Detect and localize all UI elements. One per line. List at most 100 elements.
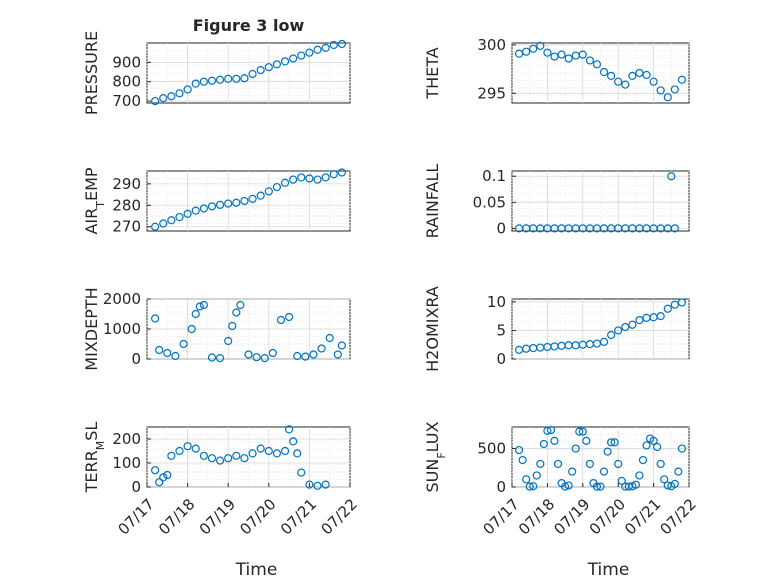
- data-point: [236, 300, 245, 310]
- data-point: [529, 482, 538, 491]
- data-point: [175, 446, 184, 456]
- y-tick-label: 270: [112, 218, 141, 236]
- data-point: [578, 50, 587, 59]
- data-point: [256, 444, 265, 453]
- data-point: [215, 200, 225, 209]
- data-point: [638, 455, 648, 465]
- data-point: [557, 50, 566, 59]
- y-axis-label: MIXDEPTH: [82, 287, 101, 370]
- data-point: [582, 436, 591, 445]
- data-point: [585, 56, 594, 65]
- y-axis-label: AIRTEMP: [82, 167, 107, 234]
- data-point: [293, 351, 302, 361]
- data-point: [635, 316, 644, 325]
- data-point: [628, 320, 637, 329]
- data-point: [635, 471, 644, 480]
- data-point: [285, 425, 294, 434]
- data-point: [297, 51, 306, 60]
- data-point: [159, 473, 168, 482]
- data-point: [248, 449, 257, 458]
- data-point: [670, 224, 679, 233]
- data-point: [151, 96, 160, 106]
- data-point: [337, 341, 346, 350]
- data-point: [536, 41, 545, 51]
- data-point: [309, 350, 318, 359]
- y-tick-label: 295: [477, 84, 506, 102]
- data-point: [674, 467, 683, 476]
- x-tick-label: 07/22: [657, 495, 700, 538]
- data-point: [628, 71, 637, 81]
- data-point: [592, 60, 602, 69]
- data-point: [599, 467, 609, 476]
- x-tick-label: 07/21: [621, 495, 664, 538]
- data-point: [280, 178, 290, 187]
- x-tick-label: 07/18: [155, 495, 198, 538]
- data-point: [317, 344, 326, 353]
- data-point: [248, 69, 257, 79]
- data-point: [560, 482, 570, 491]
- data-point: [305, 174, 314, 183]
- data-point: [256, 191, 265, 200]
- data-point: [232, 198, 241, 207]
- data-point: [207, 76, 217, 85]
- data-point: [514, 445, 524, 455]
- data-point: [224, 336, 233, 346]
- data-point: [272, 60, 282, 69]
- data-point: [578, 427, 587, 436]
- data-point: [151, 466, 160, 475]
- data-point: [240, 454, 249, 463]
- data-point: [607, 438, 616, 447]
- data-point: [207, 353, 217, 362]
- data-point: [301, 352, 310, 361]
- y-tick-label: 900: [112, 53, 141, 71]
- data-point: [289, 54, 298, 63]
- data-point: [163, 470, 172, 480]
- data-point: [232, 308, 241, 317]
- data-point: [155, 478, 164, 487]
- data-point: [289, 437, 298, 446]
- chart-title: Figure 3 low: [193, 16, 305, 35]
- x-axis-label: Time: [587, 560, 630, 580]
- data-point: [660, 475, 669, 484]
- data-point: [553, 459, 563, 469]
- data-point: [264, 446, 273, 456]
- data-point: [536, 459, 545, 469]
- data-point: [670, 300, 679, 309]
- data-point: [313, 45, 322, 54]
- data-point: [677, 298, 687, 307]
- data-point: [191, 444, 200, 453]
- data-point: [649, 77, 658, 86]
- y-axis-label: THETA: [423, 47, 442, 99]
- data-point: [614, 459, 623, 469]
- data-point: [677, 444, 687, 453]
- data-point: [171, 351, 180, 361]
- data-point: [183, 209, 192, 218]
- data-point: [264, 187, 273, 196]
- data-point: [224, 74, 233, 83]
- data-point: [617, 476, 626, 485]
- data-point: [592, 482, 602, 491]
- data-point: [522, 47, 531, 56]
- data-point: [155, 345, 164, 355]
- y-tick-label: 0: [496, 219, 506, 237]
- data-point: [656, 459, 665, 469]
- data-point: [614, 326, 623, 335]
- y-tick-label: 200: [112, 430, 141, 448]
- subplot-6: 0 5 10 H2OMIXRA: [423, 286, 690, 372]
- y-tick-label: 0: [496, 478, 506, 496]
- data-point: [305, 480, 314, 489]
- data-point: [224, 454, 233, 463]
- data-point: [297, 468, 306, 477]
- x-tick-label: 07/19: [196, 495, 239, 538]
- y-axis-label: SUNFLUX: [423, 421, 448, 492]
- data-point: [191, 309, 200, 319]
- data-point: [159, 94, 168, 103]
- data-point: [293, 449, 302, 458]
- y-tick-label: 0: [496, 350, 506, 368]
- data-point: [529, 44, 538, 53]
- data-point: [151, 222, 160, 231]
- data-point: [232, 451, 241, 460]
- data-point: [207, 202, 217, 211]
- data-point: [610, 438, 619, 447]
